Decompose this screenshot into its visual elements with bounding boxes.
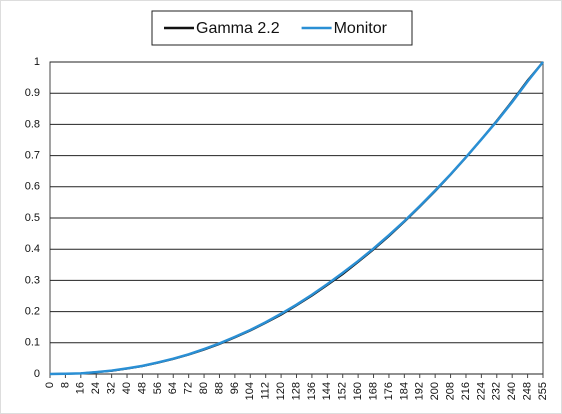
y-tick-label: 0.2 [25,306,40,318]
y-tick-label: 0.6 [25,181,40,193]
y-tick-label: 0.9 [25,87,40,99]
x-tick-label: 248 [522,382,534,400]
x-tick-label: 128 [290,382,302,400]
x-tick-label: 40 [121,382,133,394]
y-tick-label: 0.8 [25,118,40,130]
x-tick-label: 216 [460,382,472,400]
x-tick-label: 48 [136,382,148,394]
x-tick-label: 224 [475,382,487,400]
x-tick-label: 120 [275,382,287,400]
x-tick-label: 16 [75,382,87,394]
x-tick-label: 200 [429,382,441,400]
legend-box [151,10,413,46]
line-series [49,61,544,376]
x-tick-label: 160 [352,382,364,400]
x-tick-label: 80 [198,382,210,394]
x-tick-label: 144 [321,382,333,400]
x-tick-label: 64 [167,382,179,394]
x-tick-label: 192 [414,382,426,400]
x-tick-label: 72 [183,382,195,394]
x-tick-label: 255 [537,382,549,400]
x-tick-label: 112 [260,382,272,400]
x-tick-label: 168 [367,382,379,400]
x-tick-label: 240 [506,382,518,400]
x-tick-label: 96 [229,382,241,394]
y-tick-label: 0.3 [25,274,40,286]
x-tick-label: 0 [44,382,56,388]
x-tick-label: 184 [398,382,410,400]
x-tick-label: 88 [213,382,225,394]
y-tick-label: 1 [34,56,40,68]
x-tick-label: 8 [59,382,71,388]
x-tick-label: 176 [383,382,395,400]
x-tick-label: 32 [106,382,118,394]
y-tick-label: 0.5 [25,212,40,224]
y-tick-label: 0.1 [25,337,40,349]
x-tick-label: 136 [306,382,318,400]
y-tick-label: 0.4 [25,243,40,255]
y-tick-label: 0 [34,368,40,380]
x-tick-label: 104 [244,382,256,400]
x-tick-label: 208 [444,382,456,400]
x-tick-label: 56 [152,382,164,394]
x-tick-label: 24 [90,382,102,394]
legend-label: Monitor [334,20,388,37]
y-tick-label: 0.7 [25,150,40,162]
legend-label: Gamma 2.2 [196,20,280,37]
x-tick-label: 232 [491,382,503,400]
x-tick-label: 152 [337,382,349,400]
